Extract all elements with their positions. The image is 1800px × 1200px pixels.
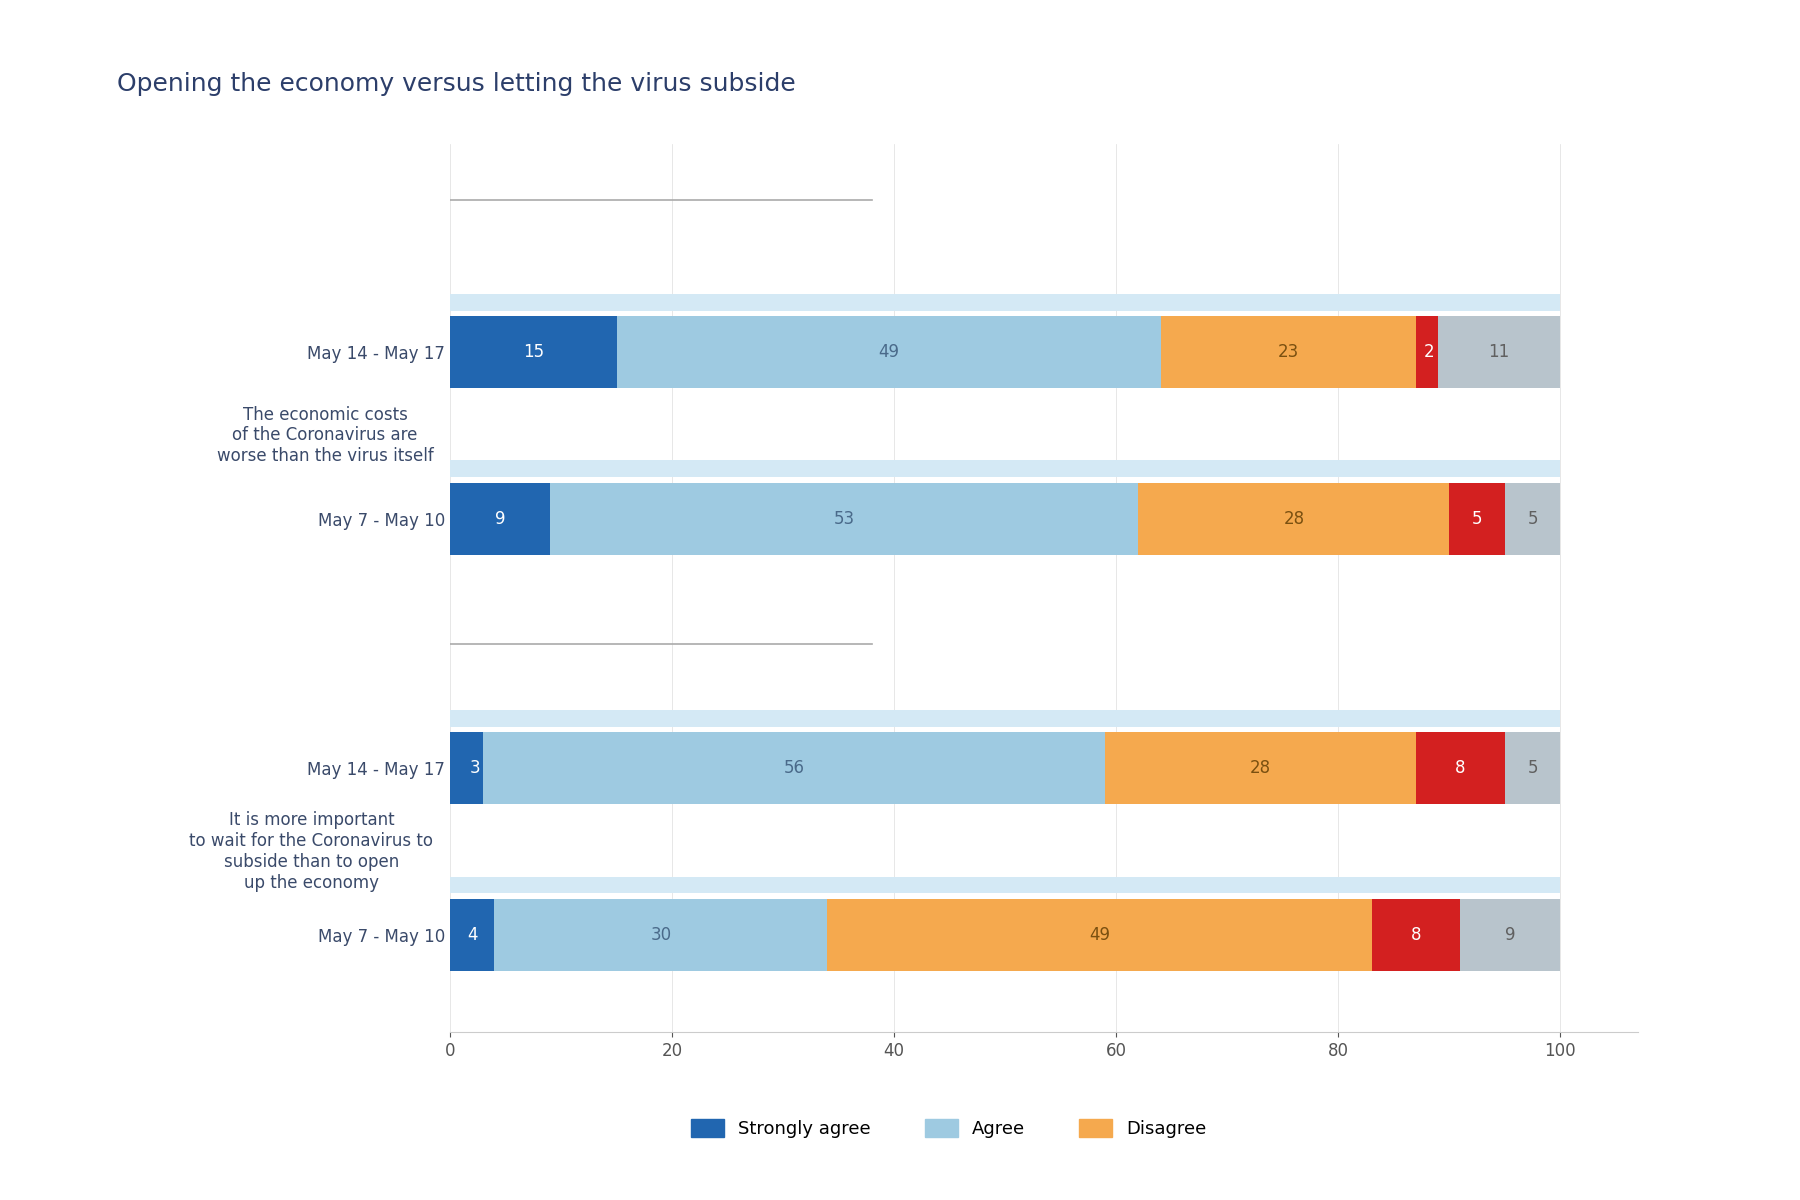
- Text: 5: 5: [1526, 760, 1537, 778]
- Bar: [1372, 876, 1460, 893]
- Text: The economic costs
of the Coronavirus are
worse than the virus itself: The economic costs of the Coronavirus ar…: [216, 406, 434, 466]
- Bar: [1138, 461, 1449, 476]
- Bar: [828, 899, 1372, 971]
- Text: 8: 8: [1411, 926, 1422, 944]
- Text: 30: 30: [650, 926, 671, 944]
- Text: 23: 23: [1278, 343, 1300, 361]
- Text: 4: 4: [466, 926, 477, 944]
- Bar: [617, 294, 1161, 311]
- Text: 2: 2: [1424, 343, 1435, 361]
- Bar: [1417, 294, 1438, 311]
- Bar: [1505, 732, 1561, 804]
- Text: 5: 5: [1472, 510, 1481, 528]
- Bar: [551, 461, 1138, 476]
- Text: Opening the economy versus letting the virus subside: Opening the economy versus letting the v…: [117, 72, 796, 96]
- Text: 15: 15: [522, 343, 544, 361]
- Text: 11: 11: [1489, 343, 1510, 361]
- Bar: [450, 732, 484, 804]
- Text: 3: 3: [470, 760, 481, 778]
- Bar: [551, 482, 1138, 554]
- Bar: [1505, 461, 1561, 476]
- Bar: [1372, 899, 1460, 971]
- Bar: [1161, 294, 1417, 311]
- Bar: [484, 732, 1105, 804]
- Bar: [1161, 316, 1417, 388]
- Text: 28: 28: [1249, 760, 1271, 778]
- Text: 28: 28: [1283, 510, 1305, 528]
- Text: 49: 49: [878, 343, 898, 361]
- Bar: [1460, 899, 1561, 971]
- Bar: [450, 899, 495, 971]
- Bar: [450, 710, 484, 727]
- Text: 9: 9: [1505, 926, 1516, 944]
- Bar: [484, 710, 1105, 727]
- Bar: [1438, 294, 1561, 311]
- Bar: [617, 316, 1161, 388]
- Text: 5: 5: [1526, 510, 1537, 528]
- Bar: [450, 876, 495, 893]
- Bar: [1138, 482, 1449, 554]
- Bar: [1505, 482, 1561, 554]
- Text: 8: 8: [1454, 760, 1465, 778]
- Bar: [1417, 732, 1505, 804]
- Bar: [1449, 482, 1505, 554]
- Bar: [450, 294, 617, 311]
- Bar: [450, 316, 617, 388]
- Bar: [1417, 316, 1438, 388]
- Bar: [450, 461, 551, 476]
- Bar: [1449, 461, 1505, 476]
- Text: It is more important
to wait for the Coronavirus to
subside than to open
up the : It is more important to wait for the Cor…: [189, 811, 434, 892]
- Text: 9: 9: [495, 510, 506, 528]
- Bar: [1505, 710, 1561, 727]
- Legend: Strongly agree, Agree, Disagree: Strongly agree, Agree, Disagree: [682, 1110, 1215, 1147]
- Text: 49: 49: [1089, 926, 1111, 944]
- Bar: [1105, 732, 1417, 804]
- Bar: [1105, 710, 1417, 727]
- Text: 56: 56: [783, 760, 805, 778]
- Text: 53: 53: [833, 510, 855, 528]
- Bar: [495, 899, 828, 971]
- Bar: [450, 482, 551, 554]
- Bar: [495, 876, 828, 893]
- Bar: [1460, 876, 1561, 893]
- Bar: [828, 876, 1372, 893]
- Bar: [1417, 710, 1505, 727]
- Bar: [1438, 316, 1561, 388]
